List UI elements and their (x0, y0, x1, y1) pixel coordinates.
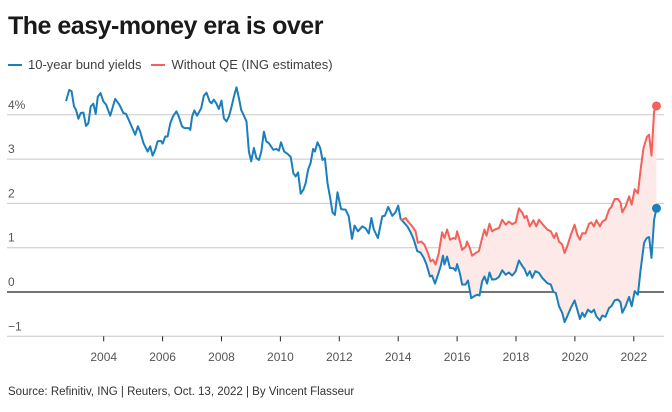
y-tick-label: −1 (8, 319, 22, 333)
legend-swatch-blue (8, 63, 22, 66)
x-tick-label: 2008 (208, 350, 235, 364)
legend-item-bund-yields: 10-year bund yields (8, 57, 141, 72)
legend-item-without-qe: Without QE (ING estimates) (151, 57, 333, 72)
bund-yield-end-dot (651, 203, 661, 213)
x-tick-label: 2022 (620, 350, 647, 364)
without-qe-line (400, 105, 658, 266)
legend: 10-year bund yields Without QE (ING esti… (8, 57, 343, 72)
legend-label: 10-year bund yields (28, 57, 142, 72)
x-tick-label: 2018 (503, 350, 530, 364)
x-tick-label: 2012 (326, 350, 353, 364)
bund-yield-line (65, 86, 658, 324)
x-tick-label: 2004 (90, 350, 117, 364)
y-tick-label: 0 (8, 275, 15, 289)
x-tick-label: 2014 (385, 350, 412, 364)
without-qe-end-dot (651, 101, 661, 111)
qe-gap-area (400, 105, 657, 323)
y-tick-label: 4% (8, 98, 26, 112)
x-tick-label: 2016 (444, 350, 471, 364)
x-tick-label: 2010 (267, 350, 294, 364)
legend-label: Without QE (ING estimates) (171, 57, 333, 72)
x-tick-label: 2006 (149, 350, 176, 364)
legend-swatch-red (151, 63, 166, 66)
y-tick-label: 2 (8, 186, 15, 200)
source-note: Source: Refinitiv, ING | Reuters, Oct. 1… (8, 386, 355, 398)
x-tick-label: 2020 (562, 350, 589, 364)
y-tick-label: 1 (8, 231, 15, 245)
chart-title: The easy-money era is over (8, 12, 323, 40)
y-tick-label: 3 (8, 142, 15, 156)
